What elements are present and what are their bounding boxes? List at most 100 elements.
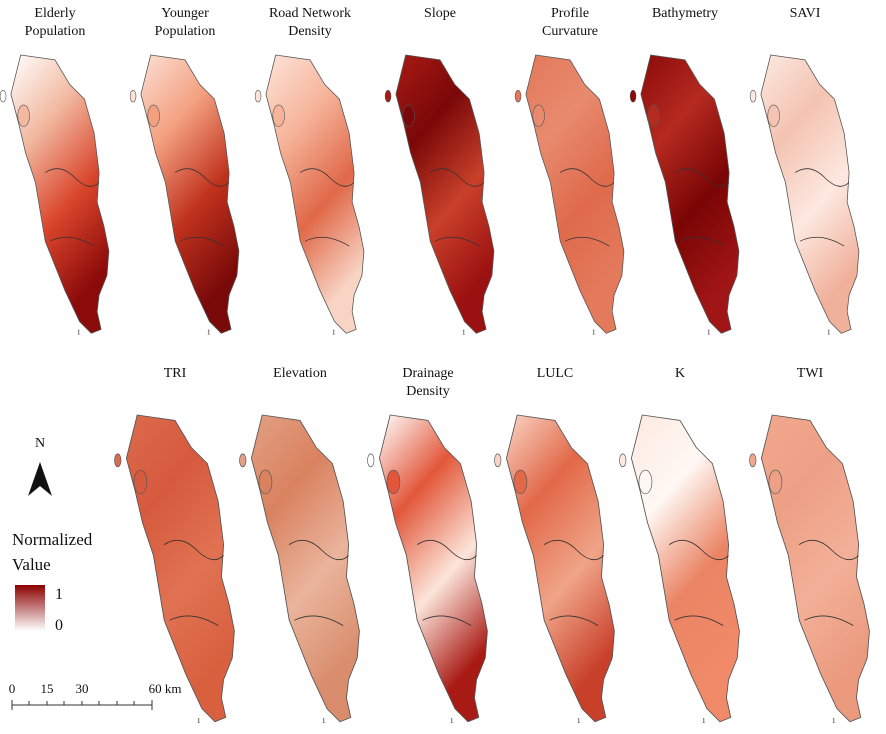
peninsula — [11, 55, 109, 333]
north-label: N — [35, 436, 45, 451]
map — [130, 55, 239, 333]
scale-label: 30 — [76, 681, 89, 696]
map-panel: Slope 1 — [385, 6, 494, 336]
map-panel: K1 — [620, 366, 740, 725]
island — [387, 470, 400, 494]
panel-title: TWI — [797, 366, 824, 381]
map-panel: LULC 1 — [495, 366, 615, 725]
legend-title: Normalized — [12, 530, 93, 549]
panel-mark: 1 — [592, 328, 596, 336]
panel-mark: 1 — [77, 328, 81, 336]
island — [255, 90, 261, 102]
panel-title: LULC — [537, 366, 574, 381]
island — [639, 470, 652, 494]
panel-mark: 1 — [332, 328, 336, 336]
panel-title: K — [675, 366, 685, 381]
island — [533, 105, 545, 127]
island — [630, 90, 636, 102]
panel-mark: 1 — [577, 717, 581, 725]
panel-title: Drainage — [402, 366, 453, 381]
map — [620, 415, 740, 722]
north-arrow — [28, 462, 52, 496]
island — [403, 105, 415, 127]
color-ramp — [15, 585, 45, 631]
island — [769, 470, 782, 494]
map-panel: Road NetworkDensity1 — [255, 6, 364, 336]
map-panel: Bathymetry 1 — [630, 6, 739, 336]
map — [515, 55, 624, 333]
peninsula — [396, 55, 494, 333]
panel-title: Curvature — [542, 24, 598, 39]
figure: N Normalized Value 1 0 0 15 30 60 km Eld… — [0, 0, 886, 734]
panel-mark: 1 — [462, 328, 466, 336]
island — [240, 454, 246, 467]
map — [750, 55, 859, 333]
panel-mark: 1 — [207, 328, 211, 336]
panel-mark: 1 — [197, 717, 201, 725]
map — [240, 415, 360, 722]
scale-bar: 0 15 30 60 km — [9, 681, 182, 710]
panel-title: Elevation — [273, 366, 327, 381]
island — [385, 90, 391, 102]
island — [115, 454, 121, 467]
island — [134, 470, 147, 494]
island — [768, 105, 780, 127]
peninsula — [641, 55, 739, 333]
scale-label: 60 km — [149, 681, 182, 696]
map — [385, 55, 494, 333]
island — [750, 90, 756, 102]
map-panel: Profile Curvature 1 — [515, 6, 624, 336]
island — [515, 90, 521, 102]
legend-max: 1 — [55, 586, 63, 603]
island — [148, 105, 160, 127]
island — [648, 105, 660, 127]
panel-title: Population — [155, 24, 216, 39]
island — [750, 454, 756, 467]
panel-mark: 1 — [827, 328, 831, 336]
panel-title: Younger — [161, 6, 209, 21]
map — [750, 415, 870, 722]
scale-label: 0 — [9, 681, 16, 696]
legend-min: 0 — [55, 617, 63, 634]
island — [495, 454, 501, 467]
peninsula — [141, 55, 239, 333]
map — [630, 55, 739, 333]
peninsula — [379, 415, 487, 722]
scale-label: 15 — [41, 681, 54, 696]
peninsula — [631, 415, 739, 722]
island — [368, 454, 374, 467]
map-panel: Drainage Density 1 — [368, 366, 488, 725]
panel-title: Profile — [551, 6, 589, 21]
peninsula — [266, 55, 364, 333]
panel-title: TRI — [164, 366, 187, 381]
legend-title: Value — [12, 555, 51, 574]
panel-title: Road Network — [269, 6, 351, 21]
peninsula — [251, 415, 359, 722]
panel-title: Slope — [424, 6, 456, 21]
island — [273, 105, 285, 127]
island — [259, 470, 272, 494]
island — [514, 470, 527, 494]
panel-mark: 1 — [450, 717, 454, 725]
panel-title: Bathymetry — [652, 6, 718, 21]
panel-mark: 1 — [702, 717, 706, 725]
map — [255, 55, 364, 333]
peninsula — [506, 415, 614, 722]
island — [130, 90, 136, 102]
map-panel: TRI 1 — [115, 366, 235, 725]
panel-mark: 1 — [707, 328, 711, 336]
peninsula — [126, 415, 234, 722]
map — [115, 415, 235, 722]
island — [620, 454, 626, 467]
island — [0, 90, 6, 102]
map-panel: Younger Population 1 — [130, 6, 239, 336]
map — [0, 55, 109, 333]
panel-title: Density — [406, 384, 450, 399]
panel-title: SAVI — [790, 6, 821, 21]
panel-title: Elderly — [34, 6, 75, 21]
map — [495, 415, 615, 722]
peninsula — [526, 55, 624, 333]
